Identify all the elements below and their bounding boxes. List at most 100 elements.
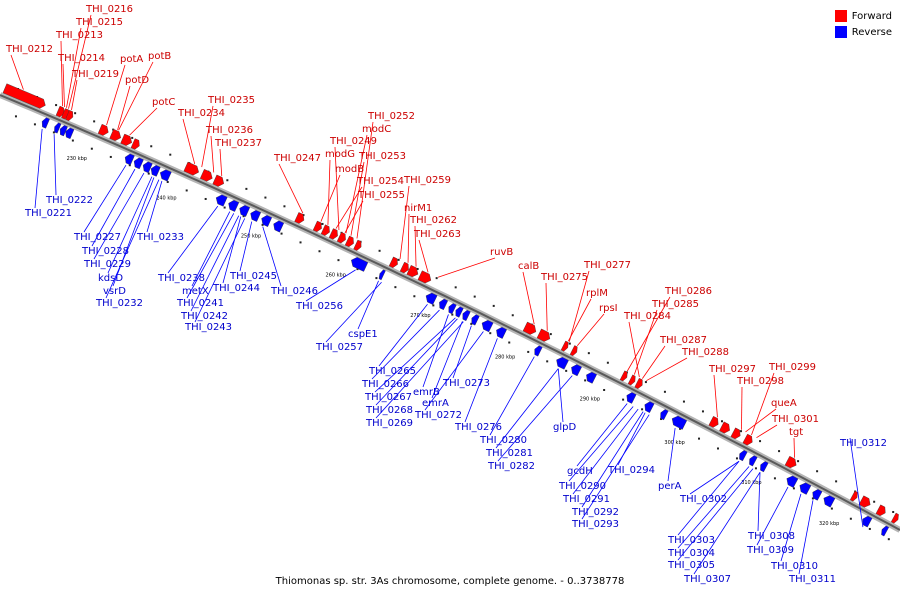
tick-dot [873, 500, 876, 503]
gene-arrow-40 [439, 298, 449, 311]
gene-arrow-29 [328, 228, 338, 240]
leader-thi-0308 [757, 472, 761, 532]
gene-label-thi-0303: THI_0303 [667, 535, 715, 546]
gene-arrow-15 [150, 165, 161, 177]
leader-glpd [557, 368, 564, 423]
gene-label-thi-0232: THI_0232 [95, 298, 143, 309]
gene-arrow-59 [644, 401, 655, 413]
gene-arrow-27 [312, 220, 322, 233]
tick-label-3: 260 kbp [326, 273, 346, 279]
gene-label-thi-0216: THI_0216 [85, 4, 133, 15]
tick-dot [754, 467, 757, 470]
leader-thi-0292 [581, 411, 644, 508]
leader-thi-0238 [167, 205, 219, 274]
gene-label-thi-0238: THI_0238 [157, 273, 205, 284]
gene-label-thi-0237: THI_0237 [214, 138, 262, 149]
leader-thi-0309 [756, 486, 789, 546]
tick-label-2: 250 kbp [241, 233, 261, 239]
leader-thi-0275 [545, 282, 548, 331]
gene-label-vsrd: vsrD [103, 286, 126, 297]
tick-dot [74, 112, 77, 115]
gene-arrow-50 [569, 345, 578, 357]
tick-dot [204, 197, 207, 200]
gene-label-thi-0242: THI_0242 [180, 311, 228, 322]
leader-metx [191, 211, 231, 287]
tick-dot [587, 352, 590, 355]
gene-label-glpd: glpD [553, 422, 576, 433]
gene-arrow-42 [455, 306, 464, 318]
gene-label-pera: perA [658, 481, 682, 492]
gene-label-rplm: rplM [586, 288, 608, 299]
gene-label-thi-0241: THI_0241 [176, 298, 224, 309]
leader-thi-0288 [646, 357, 688, 382]
tick-dot [245, 187, 248, 190]
gene-label-thi-0262: THI_0262 [409, 215, 457, 226]
leader-thi-0280 [489, 356, 535, 436]
tick-dot [679, 427, 682, 430]
gene-arrow-1 [55, 105, 65, 118]
tick-dot [606, 361, 609, 364]
leader-modc [345, 134, 368, 234]
gene-arrow-60 [660, 409, 669, 421]
tick-dot [131, 136, 134, 139]
leader-thi-0244 [222, 216, 242, 284]
gene-label-thi-0221: THI_0221 [24, 208, 72, 219]
gene-label-thi-0215: THI_0215 [75, 17, 123, 28]
tick-dot [508, 341, 511, 344]
leader-thi-0222 [53, 134, 57, 196]
tick-dot [660, 418, 663, 421]
gene-label-thi-0297: THI_0297 [708, 364, 756, 375]
gene-arrow-7 [65, 127, 75, 140]
tick-dot [644, 381, 647, 384]
leader-thi-0281 [495, 368, 559, 449]
tick-dot [394, 286, 397, 289]
leader-thi-0247 [278, 163, 304, 214]
tick-dot [773, 477, 776, 480]
legend: Forward Reverse [834, 8, 892, 40]
gene-arrow-6 [59, 125, 68, 137]
leader-thi-0235 [201, 105, 214, 168]
leader-thi-0221 [34, 128, 43, 209]
leader-thi-0255 [344, 200, 364, 234]
tick-dot [735, 457, 738, 460]
tick-dot [52, 131, 55, 134]
leader-nirm1 [407, 213, 410, 263]
tick-dot [565, 369, 568, 372]
tick-dot [778, 450, 781, 453]
leader-thi-0249 [334, 146, 340, 231]
tick-dot [147, 172, 150, 175]
tick-dot [432, 304, 435, 307]
leader-thi-0259 [399, 185, 410, 259]
gene-label-thi-0265: THI_0265 [368, 366, 416, 377]
tick-dot [413, 295, 416, 298]
tick-label-8: 310 kbp [741, 480, 761, 486]
gene-label-ruvb: ruvB [490, 247, 513, 258]
tick-dot [55, 104, 58, 107]
leader-cspe1 [357, 280, 379, 330]
legend-reverse: Reverse [834, 24, 892, 40]
gene-label-thi-0272: THI_0272 [414, 410, 462, 421]
gene-label-thi-0212: THI_0212 [5, 44, 53, 55]
gene-label-thi-0291: THI_0291 [562, 494, 610, 505]
gene-label-thi-0254: THI_0254 [356, 176, 404, 187]
gene-label-thi-0280: THI_0280 [479, 435, 527, 446]
gene-arrow-21 [228, 199, 240, 212]
leader-thi-0242 [190, 215, 240, 312]
tick-dot [527, 350, 530, 353]
gene-label-potd: potD [125, 75, 149, 86]
tick-dot [892, 510, 895, 513]
gene-arrow-36 [399, 261, 409, 274]
gene-label-thi-0277: THI_0277 [583, 260, 631, 271]
gene-arrow-31 [344, 235, 354, 248]
gene-arrow-57 [634, 377, 643, 389]
gene-arrow-14 [142, 161, 153, 174]
gene-arrow-23 [250, 210, 262, 222]
tick-dot [109, 155, 112, 158]
tick-dot [797, 460, 800, 463]
gene-arrow-38 [417, 270, 432, 284]
leader-thi-0219 [71, 79, 78, 111]
leader-thi-0268 [375, 318, 458, 406]
gene-arrow-43 [462, 309, 471, 322]
tick-dot [830, 507, 833, 510]
tick-dot [378, 249, 381, 252]
